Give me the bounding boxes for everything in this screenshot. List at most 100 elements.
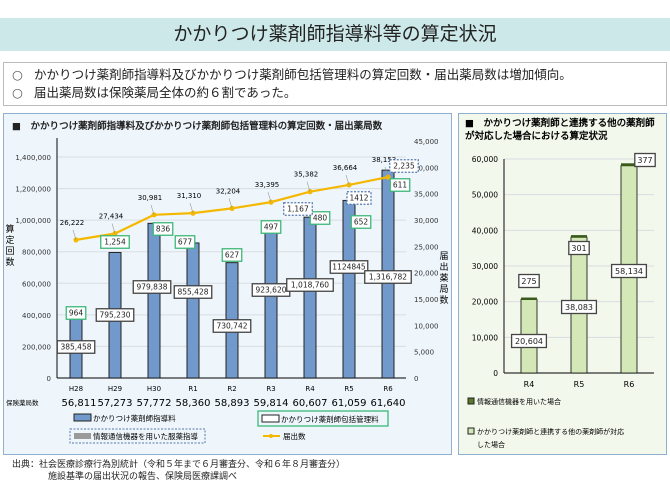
ict-data-label: 275 [521,277,536,286]
package-fee-label: 677 [178,238,193,247]
bar-data-label: 58,134 [615,267,643,276]
bar-data-label: 923,620 [255,286,286,295]
package-fee-label-box [350,215,372,229]
bar-ict [521,297,537,301]
y2-tick-label: 5,000 [414,349,434,357]
circle-bullet-icon: ○ [12,85,23,100]
pharmacy-count: 59,814 [254,398,289,409]
ict-label-box [346,191,372,205]
package-fee-label-box [174,235,196,249]
chart-title: ■ かかりつけ薬剤師と連携する他の薬剤師 [465,117,655,129]
bar [264,231,278,379]
y2-axis-label: 届 [439,251,448,262]
left-chart-panel: ■ かかりつけ薬剤師指導料及びかかりつけ薬剤師包括管理料の算定回数・届出薬局数 0… [3,113,452,455]
y2-tick-label: 45,000 [414,138,439,146]
ict-label-box [389,159,419,173]
pharmacy-count: 58,893 [215,398,250,409]
y-tick-label: 1,200,000 [15,186,51,194]
line-data-label: 31,310 [177,192,202,200]
y-tick-label: 1,400,000 [15,154,51,162]
bar [147,222,161,379]
y-tick-label: 40,000 [472,226,498,235]
circle-bullet-icon: ○ [12,67,23,82]
leader-line [150,204,155,215]
x-tick-label: H28 [69,385,83,393]
y-tick-label: 600,000 [22,280,51,288]
summary-box: ○ かかりつけ薬剤師指導料及びかかりつけ薬剤師包括管理料の算定回数・届出薬局数は増… [3,62,667,106]
bar-ict [621,163,637,167]
package-fee-label: 611 [393,181,408,190]
bullet-item: ○ かかりつけ薬剤師指導料及びかかりつけ薬剤師包括管理料の算定回数・届出薬局数は増… [12,66,658,84]
x-tick-label: H29 [108,385,122,393]
pharmacy-count: 61,059 [332,398,367,409]
y-tick-label: 400,000 [22,312,51,320]
bar-data-label: 385,458 [60,343,91,352]
bar-data-label: 855,428 [177,288,208,297]
leader-line [72,229,77,240]
y2-axis-label: 出 [439,261,448,273]
line-data-label: 36,664 [333,164,358,172]
source-line: 出典：社会医療診療行為別統計（令和５年まで６月審査分、令和６年８月審査分） [12,460,346,470]
source-note: 出典：社会医療診療行為別統計（令和５年まで６月審査分、令和６年８月審査分） 施設… [12,459,345,483]
legend-swatch-ict [467,397,475,405]
bar-data-label: 20,604 [515,337,543,346]
package-fee-label-box [152,222,174,236]
x-tick-label: R4 [524,380,535,389]
pharmacy-count: 61,640 [371,398,406,409]
package-fee-label-box [260,220,282,234]
y2-tick-label: 25,000 [414,243,439,251]
bullet-text: 届出薬局数は保険薬局全体の約６割であった。 [34,85,297,100]
pharmacy-count: 57,772 [137,398,172,409]
line-data-label: 30,981 [138,194,163,202]
y2-tick-label: 30,000 [414,217,439,225]
legend-label: 情報通信機器を用いた場合 [477,397,561,406]
legend-box-ict [69,428,206,444]
line-point [151,212,157,218]
leader-line [189,203,194,214]
line-data-label: 26,222 [60,219,85,227]
y-tick-label: 0 [493,369,498,378]
legend-label: かかりつけ薬剤師指導料 [93,413,176,423]
bar-data-label: 795,230 [99,311,130,320]
x-tick-label: R3 [266,385,275,393]
package-fee-label-box [65,306,87,320]
x-tick-label: H30 [147,385,161,393]
y2-tick-label: 40,000 [414,164,439,172]
chart-title: ■ かかりつけ薬剤師指導料及びかかりつけ薬剤師包括管理料の算定回数・届出薬局数 [12,120,383,132]
legend-swatch-base [467,427,475,435]
bar-data-label-box [560,299,598,315]
ict-label-box [283,202,313,216]
legend-box [257,410,389,427]
y2-tick-label: 20,000 [414,270,439,278]
legend-label: 届出数 [283,431,306,441]
chart-title: が対応した場合における算定状況 [465,130,608,142]
bar-data-label-box [364,270,412,284]
x-tick-label: R1 [188,385,197,393]
package-fee-label: 480 [313,214,328,223]
x-tick-label: R5 [574,380,585,389]
y-tick-label: 60,000 [472,155,498,164]
y2-tick-label: 15,000 [414,296,439,304]
y2-axis-label: 局 [439,284,448,295]
line-point [229,205,235,211]
leader-line [306,181,311,192]
package-fee-label: 964 [69,309,84,318]
right-chart-panel: ■ かかりつけ薬剤師と連携する他の薬剤師 が対応した場合における算定状況 0 10,0… [458,113,667,455]
y-axis-label: 数 [5,256,14,268]
legend-swatch-ict [74,433,91,439]
package-fee-label-box [221,248,243,262]
bar-data-label: 1,018,760 [291,281,329,290]
x-tick-label: R5 [344,385,353,393]
y-tick-label: 20,000 [472,298,498,307]
ict-data-label-box [568,240,590,256]
bar [186,242,200,379]
bar-data-label: 979,838 [136,283,167,292]
leader-line [111,223,116,234]
line-data-label: 35,382 [294,171,319,179]
bar [303,216,317,379]
leader-line [384,166,389,178]
bar-data-label: 1124845 [332,263,366,272]
y-axis-label: 回 [5,246,14,257]
y2-tick-label: 35,000 [414,191,439,199]
